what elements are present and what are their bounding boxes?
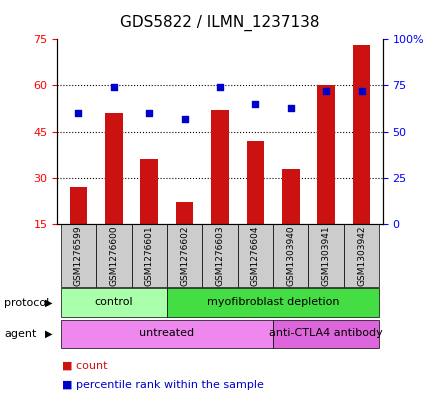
Point (323, 88, 330, 94)
Bar (61, 320, 273, 348)
Text: protocol: protocol (4, 298, 50, 308)
Text: ▶: ▶ (45, 298, 53, 308)
Bar (61, 224, 96, 287)
Bar (211, 110, 229, 224)
Bar (70, 187, 87, 224)
Text: GSM1276599: GSM1276599 (74, 225, 83, 286)
Text: ■ percentile rank within the sample: ■ percentile rank within the sample (62, 380, 264, 390)
Text: GDS5822 / ILMN_1237138: GDS5822 / ILMN_1237138 (120, 15, 320, 31)
Text: agent: agent (4, 329, 37, 339)
Text: GSM1276600: GSM1276600 (109, 225, 118, 286)
Bar (246, 141, 264, 224)
Point (287, 105, 294, 111)
Bar (353, 46, 370, 224)
Bar (140, 160, 158, 224)
Text: GSM1303941: GSM1303941 (322, 225, 331, 286)
Text: ■ count: ■ count (62, 360, 107, 371)
Text: ▶: ▶ (45, 329, 53, 339)
Text: GSM1276601: GSM1276601 (145, 225, 154, 286)
Bar (105, 113, 123, 224)
Text: untreated: untreated (139, 329, 194, 338)
Bar (282, 169, 300, 224)
Point (252, 101, 259, 107)
Text: anti-CTLA4 antibody: anti-CTLA4 antibody (269, 329, 383, 338)
Bar (167, 224, 202, 287)
Text: GSM1276603: GSM1276603 (216, 225, 224, 286)
Bar (273, 320, 379, 348)
Bar (61, 288, 167, 317)
Bar (202, 224, 238, 287)
Text: myofibroblast depletion: myofibroblast depletion (207, 297, 339, 307)
Bar (132, 224, 167, 287)
Point (146, 110, 153, 116)
Text: GSM1276602: GSM1276602 (180, 225, 189, 286)
Point (181, 116, 188, 122)
Bar (238, 224, 273, 287)
Bar (273, 224, 308, 287)
Bar (167, 288, 379, 317)
Text: GSM1276604: GSM1276604 (251, 225, 260, 286)
Text: GSM1303940: GSM1303940 (286, 225, 295, 286)
Bar (317, 86, 335, 224)
Point (216, 84, 224, 90)
Point (75, 110, 82, 116)
Bar (344, 224, 379, 287)
Text: GSM1303942: GSM1303942 (357, 225, 366, 286)
Point (110, 84, 117, 90)
Text: control: control (95, 297, 133, 307)
Bar (176, 202, 194, 224)
Point (358, 88, 365, 94)
Bar (308, 224, 344, 287)
Bar (96, 224, 132, 287)
